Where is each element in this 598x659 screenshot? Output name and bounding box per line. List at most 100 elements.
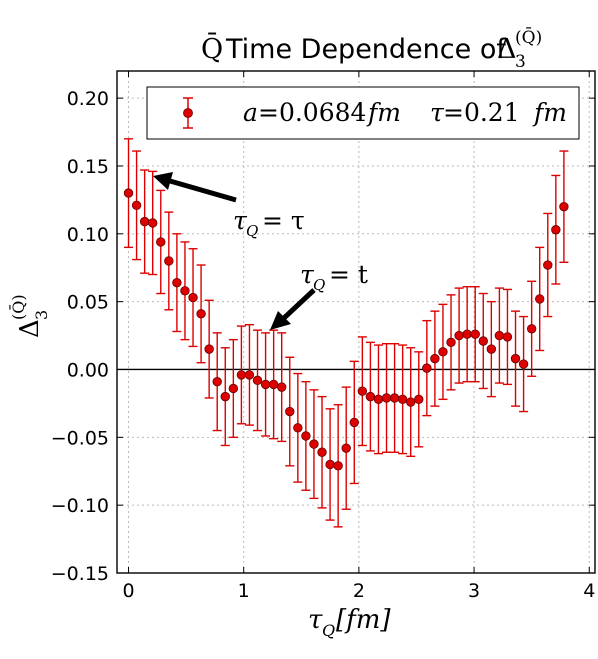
data-point <box>446 337 456 348</box>
data-point <box>502 332 513 342</box>
data-point <box>260 379 271 390</box>
x-label-sub: Q <box>322 621 335 640</box>
x-axis-label: τ Q [fm] <box>308 605 391 640</box>
y-label-sup: (Q̄) <box>7 294 28 320</box>
data-point <box>470 329 480 339</box>
data-point <box>277 382 287 392</box>
data-point <box>325 459 335 470</box>
data-point <box>518 359 529 369</box>
x-label-tau: τ <box>308 605 323 635</box>
data-point <box>510 353 521 364</box>
legend-a: a <box>243 98 258 127</box>
chart-title: Q̄ Time Dependence of Δ 3 (Q̄) <box>201 26 542 72</box>
legend-marker <box>183 108 193 118</box>
title-text: Time Dependence of <box>225 34 507 65</box>
title-q-symbol: Q̄ <box>201 31 223 65</box>
x-tick-label: 4 <box>583 580 595 602</box>
data-point <box>301 431 311 441</box>
y-axis-label: Δ 3 (Q̄) <box>7 294 51 338</box>
data-point <box>349 417 359 428</box>
legend-a-unit: fm <box>366 98 401 127</box>
series-points <box>123 138 569 528</box>
data-point <box>172 277 182 288</box>
data-point <box>148 218 158 228</box>
y-tick-label: 0.00 <box>67 359 109 381</box>
data-point <box>317 447 327 457</box>
title-delta-sup: (Q̄) <box>515 26 542 48</box>
title-delta-sub: 3 <box>515 52 526 72</box>
annotation-arrow-2-shaft <box>282 288 316 320</box>
y-tick-label: −0.15 <box>51 563 109 585</box>
x-tick-label: 1 <box>238 580 250 602</box>
data-point <box>180 286 190 296</box>
data-point <box>559 201 569 212</box>
legend: a =0.0684 fm τ =0.21 fm <box>146 86 580 140</box>
axis-ticks: 0 1 2 3 4 −0.15 −0.10 −0.05 0.00 0.05 0.10 0.15 0.20 <box>51 71 595 602</box>
data-point <box>341 443 351 453</box>
data-point <box>131 200 142 211</box>
data-point <box>365 391 376 402</box>
data-point <box>535 294 545 304</box>
data-point <box>236 370 247 380</box>
y-label-sub: 3 <box>32 310 51 320</box>
data-point <box>164 256 174 266</box>
x-tick-label: 0 <box>122 580 134 602</box>
data-point <box>454 330 464 341</box>
data-point <box>543 260 553 270</box>
data-point <box>333 461 343 471</box>
data-point <box>156 237 166 247</box>
data-point <box>244 370 255 380</box>
annotation-1-sub: Q <box>246 222 258 240</box>
annotation-arrow-2-head <box>270 311 291 330</box>
data-point <box>414 394 424 405</box>
data-point <box>252 375 263 386</box>
data-point <box>212 376 222 387</box>
data-point <box>438 347 448 357</box>
data-point <box>188 292 198 303</box>
legend-a-value: =0.0684 <box>258 98 366 127</box>
y-label-delta: Δ <box>15 319 45 338</box>
annotation-arrow-1-shaft <box>169 178 237 203</box>
y-tick-label: 0.20 <box>67 88 109 110</box>
legend-tau-unit: fm <box>532 98 567 127</box>
data-point <box>486 344 497 354</box>
y-tick-label: 0.10 <box>67 224 109 246</box>
annotation-2-rest: = t <box>329 260 368 289</box>
y-tick-label: −0.05 <box>51 427 109 449</box>
data-point <box>430 353 440 364</box>
y-tick-label: 0.15 <box>67 156 109 178</box>
annotation-1-rest: = τ <box>262 206 305 235</box>
x-label-unit: [fm] <box>336 605 391 635</box>
legend-tau-value: =0.21 <box>443 98 520 127</box>
data-point <box>220 391 230 402</box>
data-point <box>228 383 239 394</box>
data-point <box>293 423 303 433</box>
data-point <box>309 439 319 449</box>
annotation-2-sub: Q <box>313 276 325 294</box>
annotation-tauq-t: τ Q = t <box>270 260 368 330</box>
plot-frame <box>116 70 596 574</box>
data-point <box>397 394 408 405</box>
data-point <box>268 379 279 390</box>
grid <box>117 71 595 574</box>
data-point <box>381 393 392 403</box>
data-point <box>204 344 214 354</box>
data-point <box>357 386 368 396</box>
data-point <box>373 394 384 405</box>
data-point <box>478 336 488 346</box>
data-point <box>285 406 295 417</box>
x-tick-label: 3 <box>468 580 480 602</box>
data-point <box>196 309 206 319</box>
annotation-tauq-tau: τ Q = τ <box>153 172 305 240</box>
x-tick-label: 2 <box>353 580 365 602</box>
annotation-arrow-1-head <box>153 172 173 190</box>
data-point <box>389 393 400 403</box>
annotation-1-tau: τ <box>233 206 248 235</box>
data-point <box>123 188 134 198</box>
legend-tau: τ <box>430 98 445 127</box>
title-delta: Δ <box>497 34 517 65</box>
y-tick-label: −0.10 <box>51 495 109 517</box>
data-point <box>551 225 561 235</box>
data-point <box>526 324 537 334</box>
